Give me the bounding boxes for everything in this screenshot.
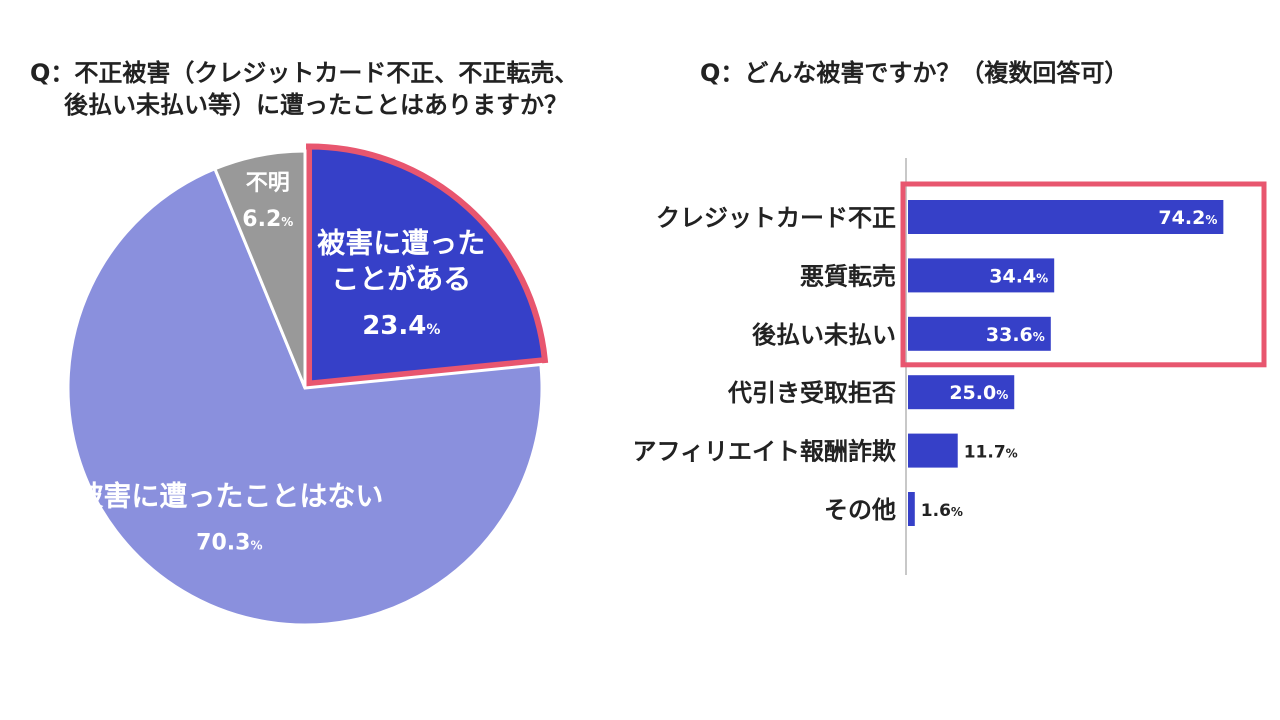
pie-value-1: 70.3% [196, 531, 262, 556]
bar-value-label-0: 74.2% [1158, 207, 1217, 229]
pie-label-0-0: 被害に遭った [317, 226, 485, 259]
bar-5 [908, 492, 915, 526]
pie-label-2-0: 不明 [246, 171, 290, 196]
bar-category-label-5: その他 [824, 496, 896, 524]
pie-slice-1 [66, 166, 544, 627]
bar-category-label-4: アフィリエイト報酬詐欺 [632, 438, 896, 466]
bar-value-label-1: 34.4% [989, 265, 1048, 287]
bar-value-label-4: 11.7% [964, 443, 1018, 463]
bar-4 [908, 433, 958, 468]
bar-0 [908, 200, 1224, 234]
bar-1 [908, 258, 1055, 293]
bar-value-label-3: 25.0% [949, 382, 1008, 404]
bar-highlight-frame [900, 181, 1267, 368]
bar-category-label-0: クレジットカード不正 [656, 204, 896, 232]
bar-value-label-5: 1.6% [921, 501, 963, 521]
pie-slice-2 [212, 149, 307, 389]
bar-2 [908, 316, 1051, 351]
pie-question-line-1: Q：不正被害（クレジットカード不正、不正転売、 [30, 59, 579, 87]
bar-chart: クレジットカード不正 74.2% 悪質転売 34.4% 後払い未払い 33.6% 代引き受取… [632, 158, 1267, 575]
bar-3 [908, 375, 1015, 410]
bar-category-label-1: 悪質転売 [800, 262, 896, 290]
pie-slice-highlight-frame [306, 143, 549, 387]
bar-question: Q：どんな被害ですか？（複数回答可） [700, 59, 1129, 87]
pie-value-2: 6.2% [242, 207, 293, 232]
pie-question-line-2: 後払い未払い等）に遭ったことはありますか？ [64, 91, 568, 119]
bar-category-label-3: 代引き受取拒否 [727, 379, 896, 407]
bar-category-label-2: 後払い未払い [752, 321, 896, 349]
pie-value-0: 23.4% [362, 311, 440, 341]
pie-label-0-1: ことがある [331, 263, 471, 296]
pie-label-1-0: 被害に遭ったことはない [75, 480, 383, 513]
bar-value-label-2: 33.6% [986, 324, 1045, 346]
